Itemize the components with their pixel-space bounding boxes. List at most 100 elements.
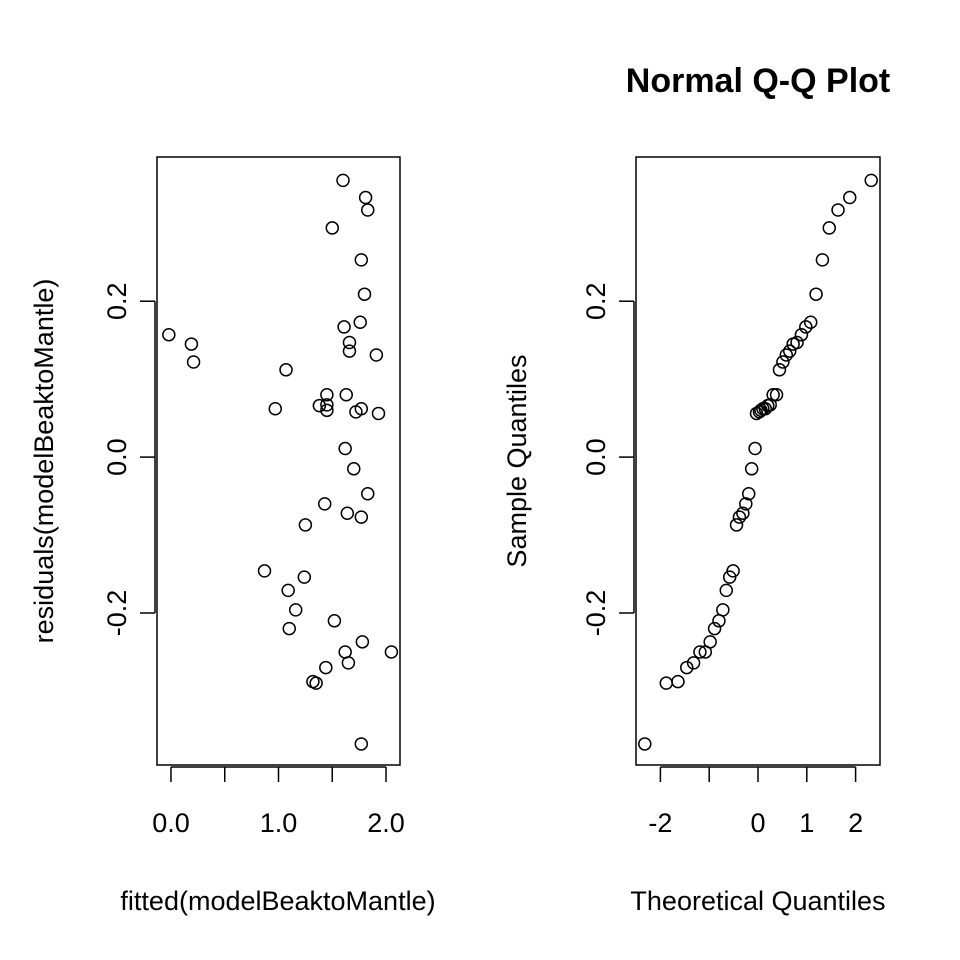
data-point bbox=[671, 674, 685, 689]
data-point bbox=[338, 441, 352, 456]
x-axis-label: fitted(modelBeaktoMantle) bbox=[120, 886, 435, 916]
y-tick-label: 0.2 bbox=[102, 282, 132, 320]
data-point bbox=[799, 320, 813, 334]
data-point bbox=[772, 363, 787, 377]
x-tick-label: 0 bbox=[750, 808, 765, 838]
data-point bbox=[354, 253, 369, 267]
data-point bbox=[748, 441, 762, 456]
data-point bbox=[297, 570, 312, 584]
data-point bbox=[732, 510, 747, 524]
data-point bbox=[822, 221, 836, 235]
data-point bbox=[268, 402, 283, 416]
data-point bbox=[369, 348, 384, 362]
data-point bbox=[638, 737, 652, 751]
data-point bbox=[809, 287, 823, 301]
x-tick-label: 1.0 bbox=[260, 808, 298, 838]
data-point bbox=[741, 486, 756, 501]
data-point bbox=[184, 337, 199, 351]
residuals-vs-fitted-panel: 0.0 1.0 2.0 -0.2 0.0 0.2 fitted(modelBeaktoMan… bbox=[29, 156, 436, 916]
y-axis-label: Sample Quantiles bbox=[502, 354, 532, 567]
data-point bbox=[339, 387, 353, 402]
data-point bbox=[358, 190, 373, 205]
data-point bbox=[719, 583, 734, 598]
data-point bbox=[703, 635, 717, 649]
data-point bbox=[320, 398, 334, 412]
y-tick-label: 0.0 bbox=[102, 438, 132, 476]
y-tick-label: -0.2 bbox=[581, 590, 611, 637]
data-point bbox=[340, 506, 355, 520]
data-point bbox=[338, 645, 352, 659]
data-point bbox=[769, 387, 784, 402]
data-point bbox=[342, 344, 357, 358]
data-point bbox=[337, 320, 351, 334]
x-axis-label: Theoretical Quantiles bbox=[630, 886, 885, 916]
data-point bbox=[320, 403, 334, 418]
data-point bbox=[722, 570, 737, 584]
data-point bbox=[357, 287, 372, 301]
data-point bbox=[281, 583, 295, 598]
data-point bbox=[864, 173, 878, 188]
data-point bbox=[282, 621, 297, 636]
data-point bbox=[659, 676, 674, 690]
data-point bbox=[354, 402, 369, 416]
y-axis-label: residuals(modelBeaktoMantle) bbox=[29, 279, 59, 644]
data-point bbox=[288, 603, 303, 617]
data-point bbox=[776, 355, 790, 369]
data-point bbox=[354, 737, 369, 751]
data-point bbox=[341, 656, 356, 670]
data-point bbox=[729, 518, 744, 532]
data-point bbox=[779, 348, 794, 362]
data-point bbox=[309, 676, 323, 690]
data-point bbox=[371, 406, 386, 421]
data-point bbox=[298, 518, 313, 532]
plot-box bbox=[635, 156, 881, 766]
data-point bbox=[693, 645, 707, 659]
data-point bbox=[763, 398, 777, 412]
normal-qq-panel: Normal Q-Q Plot -2 0 1 2 -0.2 0.0 0.2 Theoretica… bbox=[502, 62, 890, 916]
data-point bbox=[336, 173, 350, 188]
y-tick-label: -0.2 bbox=[102, 590, 132, 637]
data-point bbox=[707, 621, 722, 636]
data-point bbox=[790, 335, 804, 350]
x-tick-label: 2 bbox=[848, 808, 863, 838]
data-point bbox=[716, 603, 730, 617]
data-point bbox=[342, 335, 357, 350]
data-point bbox=[257, 564, 272, 578]
data-point bbox=[686, 656, 701, 670]
data-point bbox=[353, 315, 367, 330]
data-point bbox=[325, 221, 340, 235]
data-point bbox=[782, 344, 797, 358]
x-tick-label: 1 bbox=[799, 808, 814, 838]
y-tick-label: 0.2 bbox=[581, 282, 611, 320]
data-point bbox=[680, 660, 694, 675]
plot-box bbox=[156, 156, 401, 766]
data-point bbox=[320, 387, 334, 402]
data-point bbox=[347, 462, 361, 476]
data-point bbox=[319, 660, 333, 675]
data-point bbox=[384, 645, 399, 659]
chart-title: Normal Q-Q Plot bbox=[626, 62, 890, 100]
data-point bbox=[766, 387, 780, 402]
data-point bbox=[360, 203, 375, 217]
data-point bbox=[317, 497, 332, 511]
data-point bbox=[794, 327, 809, 342]
data-point bbox=[842, 190, 857, 205]
data-point bbox=[726, 564, 740, 578]
data-point bbox=[739, 497, 753, 511]
data-point bbox=[312, 398, 327, 413]
data-point bbox=[279, 363, 293, 377]
x-tick-label: -2 bbox=[648, 808, 672, 838]
data-point bbox=[360, 486, 375, 501]
y-tick-label: 0.0 bbox=[581, 438, 611, 476]
data-point bbox=[803, 315, 818, 330]
data-point bbox=[354, 510, 369, 524]
data-point bbox=[162, 327, 176, 342]
x-tick-label: 0.0 bbox=[152, 808, 190, 838]
data-point bbox=[831, 203, 845, 217]
data-point bbox=[744, 462, 759, 476]
data-point bbox=[815, 253, 830, 267]
data-point bbox=[327, 614, 342, 628]
data-point bbox=[186, 355, 201, 369]
x-tick-label: 2.0 bbox=[367, 808, 405, 838]
